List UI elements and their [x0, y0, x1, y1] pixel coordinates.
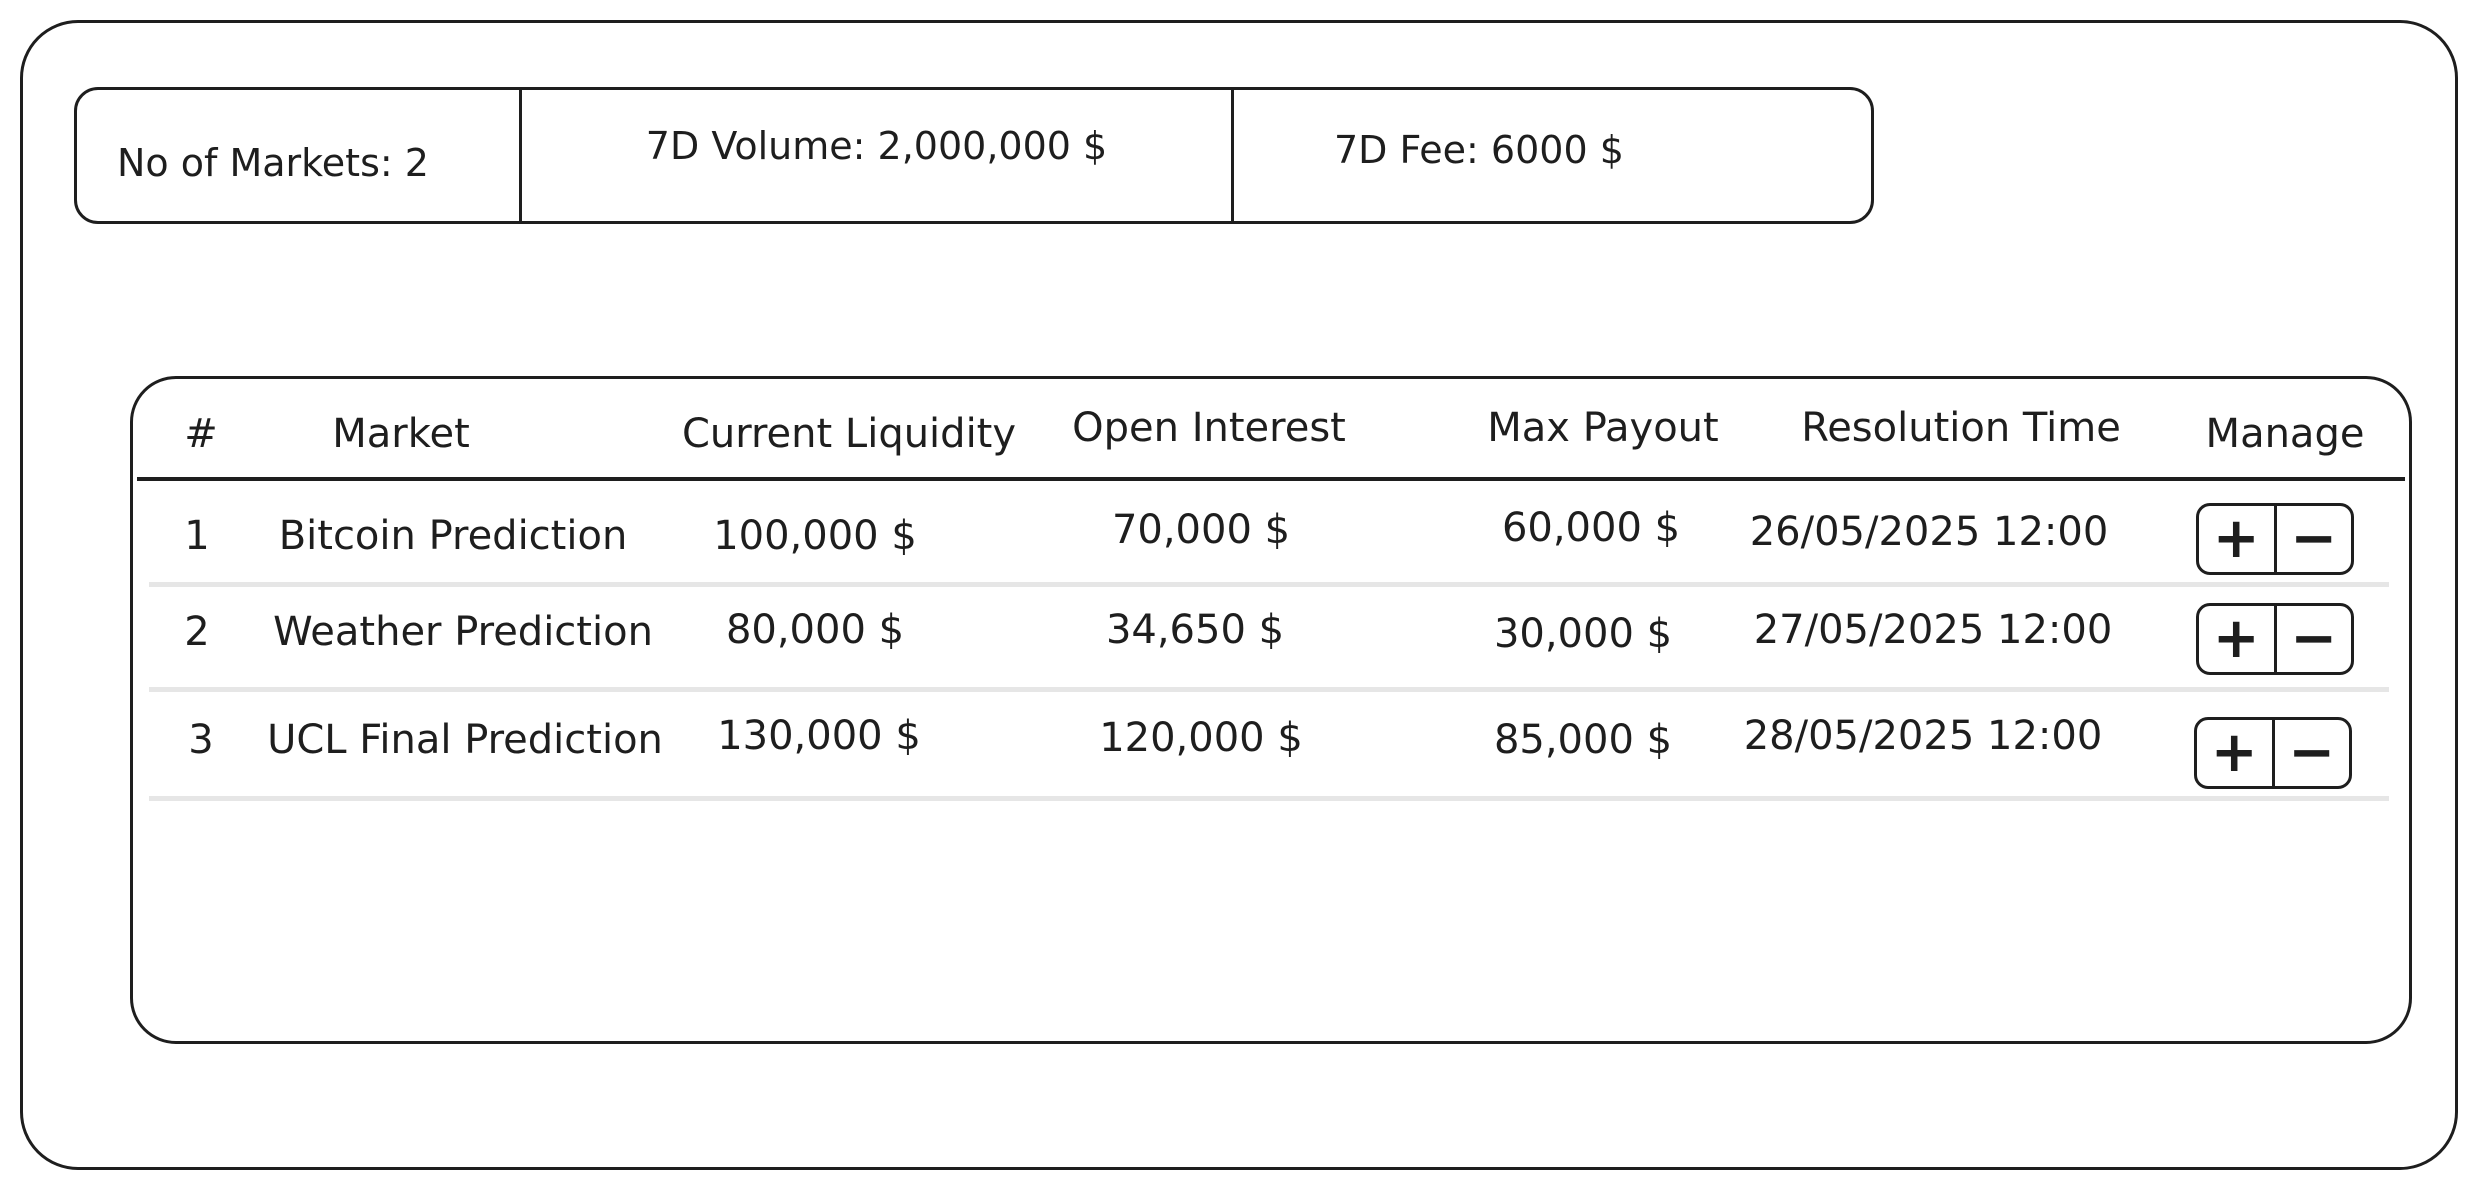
app-frame — [20, 20, 2458, 1170]
header-market: Market — [332, 411, 470, 457]
table-row: 2 Weather Prediction 80,000 $ 34,650 $ 3… — [133, 587, 2409, 687]
increase-button[interactable]: + — [2199, 606, 2277, 672]
row-market: UCL Final Prediction — [267, 717, 663, 763]
header-open-interest: Open Interest — [1072, 405, 1346, 451]
decrease-button[interactable]: − — [2290, 506, 2338, 571]
header-manage: Manage — [2205, 411, 2365, 457]
row-max-payout: 30,000 $ — [1493, 611, 1673, 657]
increase-button[interactable]: + — [2199, 506, 2277, 572]
volume-stat: 7D Volume: 2,000,000 $ — [522, 90, 1234, 221]
row-number: 3 — [188, 717, 214, 763]
row-liquidity: 130,000 $ — [717, 713, 921, 759]
row-resolution-time: 28/05/2025 12:00 — [1743, 713, 2103, 759]
row-divider — [149, 687, 2389, 692]
header-number: # — [184, 411, 218, 457]
decrease-button[interactable]: − — [2290, 606, 2338, 671]
row-resolution-time: 26/05/2025 12:00 — [1749, 509, 2109, 555]
table-row: 3 UCL Final Prediction 130,000 $ 120,000… — [133, 697, 2409, 797]
row-open-interest: 70,000 $ — [1111, 507, 1291, 553]
row-divider — [149, 582, 2389, 587]
markets-count-stat: No of Markets: 2 — [77, 90, 522, 221]
decrease-button[interactable]: − — [2288, 720, 2336, 785]
table-header: # Market Current Liquidity Open Interest… — [133, 379, 2409, 479]
markets-table: # Market Current Liquidity Open Interest… — [130, 376, 2412, 1044]
table-row: 1 Bitcoin Prediction 100,000 $ 70,000 $ … — [133, 487, 2409, 587]
row-resolution-time: 27/05/2025 12:00 — [1753, 607, 2113, 653]
row-open-interest: 120,000 $ — [1099, 715, 1303, 761]
fee-stat: 7D Fee: 6000 $ — [1334, 127, 1624, 172]
row-number: 1 — [184, 513, 210, 559]
row-max-payout: 85,000 $ — [1493, 717, 1673, 763]
header-divider — [137, 477, 2405, 481]
row-liquidity: 100,000 $ — [713, 513, 917, 559]
row-number: 2 — [184, 609, 210, 655]
row-max-payout: 60,000 $ — [1501, 505, 1681, 551]
stats-bar: No of Markets: 2 7D Volume: 2,000,000 $ … — [74, 87, 1874, 224]
row-liquidity: 80,000 $ — [725, 607, 905, 653]
manage-controls: + − — [2194, 717, 2352, 789]
header-resolution-time: Resolution Time — [1801, 405, 2121, 451]
row-market: Weather Prediction — [273, 609, 653, 655]
row-open-interest: 34,650 $ — [1105, 607, 1285, 653]
row-market: Bitcoin Prediction — [278, 513, 628, 559]
increase-button[interactable]: + — [2197, 720, 2275, 786]
row-divider — [149, 796, 2389, 801]
header-current-liquidity: Current Liquidity — [681, 411, 1017, 457]
header-max-payout: Max Payout — [1487, 405, 1719, 451]
manage-controls: + − — [2196, 603, 2354, 675]
manage-controls: + − — [2196, 503, 2354, 575]
